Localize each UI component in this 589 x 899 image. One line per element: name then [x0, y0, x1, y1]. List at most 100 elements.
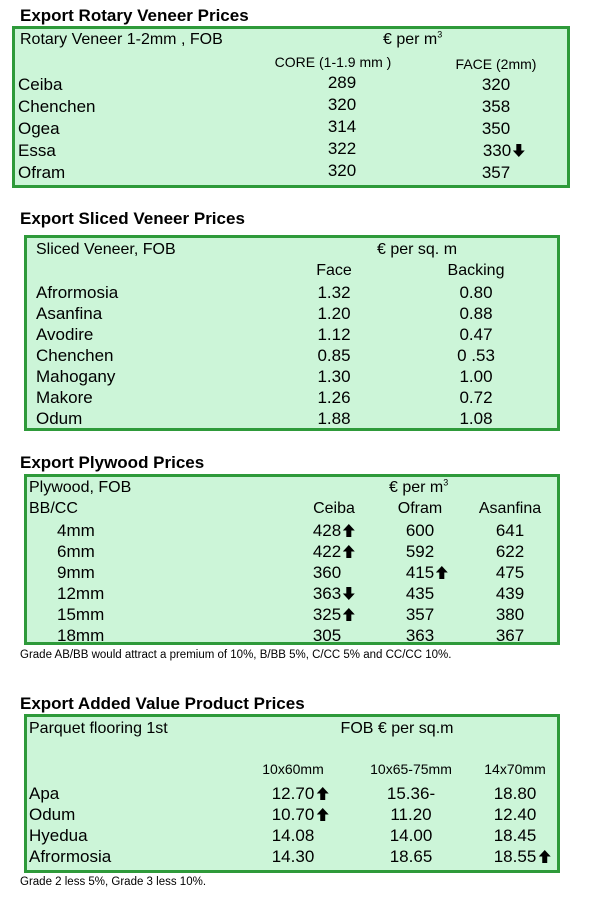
added-value-row-v2: 15.36- [386, 784, 436, 803]
sliced-row-face: 1.26 [317, 388, 351, 407]
rotary-row-name: Ofram [18, 163, 66, 182]
sliced-panel: Sliced Veneer, FOB € per sq. m Face Back… [24, 235, 560, 431]
added-value-row-v2: 11.20 [390, 805, 432, 824]
sliced-col-backing: Backing [447, 262, 505, 279]
plywood-row-ceiba: 325 [313, 605, 356, 625]
added-value-row-name: Apa [29, 784, 60, 803]
rotary-unit: € per m3 [383, 29, 443, 48]
plywood-row-asanfina: 439 [495, 584, 525, 603]
sliced-row-name: Odum [36, 409, 83, 428]
sliced-row-name: Mahogany [36, 367, 116, 386]
rotary-panel: Rotary Veneer 1-2mm , FOB € per m3 CORE … [12, 26, 570, 188]
plywood-row-size: 9mm [57, 563, 95, 582]
sliced-row-backing: 0.72 [459, 388, 493, 407]
added-value-title: Export Added Value Product Prices [20, 694, 305, 713]
sliced-row-backing: 1.00 [459, 367, 493, 386]
sliced-label: Sliced Veneer, FOB [36, 241, 176, 258]
added-value-row-name: Afrormosia [29, 847, 112, 866]
sliced-row-backing: 1.08 [459, 409, 493, 428]
added-value-panel: Parquet flooring 1st FOB € per sq.m 10x6… [24, 714, 560, 873]
sliced-row-backing: 0 .53 [457, 346, 495, 365]
sliced-row-face: 1.88 [317, 409, 351, 428]
plywood-title: Export Plywood Prices [20, 453, 205, 472]
added-value-row-v1: 14.08 [271, 826, 315, 845]
added-value-row-v3: 18.80 [493, 784, 537, 803]
added-value-row-v1: 14.30 [271, 847, 315, 866]
sliced-col-face: Face [316, 262, 352, 279]
sliced-row-backing: 0.88 [459, 304, 493, 323]
added-value-row-v2: 14.00 [389, 826, 433, 845]
added-value-label: Parquet flooring 1st [29, 720, 168, 737]
rotary-row-core: 320 [327, 161, 357, 180]
sliced-row-face: 1.30 [317, 367, 351, 386]
arrow-up-icon [343, 545, 356, 558]
plywood-row-ceiba: 360 [312, 563, 342, 582]
plywood-row-size: 6mm [57, 542, 95, 561]
rotary-row-name: Ogea [18, 119, 60, 138]
rotary-title: Export Rotary Veneer Prices [20, 6, 249, 25]
sliced-row-face: 1.20 [317, 304, 351, 323]
rotary-col-core: CORE (1-1.9 mm ) [274, 54, 392, 70]
added-value-row-v2: 18.65 [389, 847, 433, 866]
rotary-label: Rotary Veneer 1-2mm , FOB [20, 31, 223, 48]
rotary-row-name: Chenchen [18, 97, 96, 116]
sliced-row-name: Asanfina [36, 304, 103, 323]
plywood-row-ofram: 363 [405, 626, 435, 645]
rotary-row-name: Ceiba [18, 75, 63, 94]
plywood-row-size: 15mm [57, 605, 105, 624]
arrow-up-icon [316, 808, 329, 821]
rotary-row-face: 320 [481, 75, 511, 94]
arrow-up-icon [538, 850, 551, 863]
arrow-up-icon [343, 524, 356, 537]
rotary-row-core: 322 [327, 139, 357, 158]
plywood-grade: BB/CC [29, 500, 78, 517]
plywood-row-asanfina: 641 [495, 521, 525, 540]
sliced-row-face: 0.85 [317, 346, 351, 365]
plywood-row-ofram: 592 [405, 542, 435, 561]
plywood-row-asanfina: 367 [495, 626, 525, 645]
plywood-label: Plywood, FOB [29, 479, 132, 496]
rotary-row-face: 358 [481, 97, 511, 116]
added-value-col-3: 14x70mm [484, 761, 546, 777]
plywood-panel: Plywood, FOB € per m3 BB/CC Ceiba Ofram … [24, 474, 560, 645]
plywood-row-asanfina: 475 [495, 563, 525, 582]
rotary-row-face: 350 [481, 119, 511, 138]
added-value-row-v1: 12.70 [272, 784, 329, 804]
plywood-row-ceiba: 422 [313, 542, 356, 562]
added-value-col-1: 10x60mm [262, 761, 324, 777]
plywood-row-ofram: 357 [405, 605, 435, 624]
plywood-row-size: 12mm [57, 584, 105, 603]
plywood-note: Grade AB/BB would attract a premium of 1… [20, 649, 452, 661]
rotary-row-core: 320 [327, 95, 357, 114]
added-value-col-2: 10x65-75mm [370, 761, 452, 777]
sliced-row-backing: 0.47 [459, 325, 493, 344]
plywood-unit: € per m3 [389, 477, 449, 496]
sliced-row-name: Avodire [36, 325, 94, 344]
sliced-unit: € per sq. m [376, 241, 458, 258]
added-value-row-name: Odum [29, 805, 76, 824]
rotary-row-core: 314 [327, 117, 357, 136]
sliced-row-face: 1.12 [317, 325, 351, 344]
added-value-note: Grade 2 less 5%, Grade 3 less 10%. [20, 876, 207, 888]
sliced-row-backing: 0.80 [459, 283, 493, 302]
arrow-down-icon [343, 587, 356, 600]
plywood-row-size: 18mm [57, 626, 105, 645]
rotary-row-face: 357 [481, 163, 511, 182]
added-value-row-name: Hyedua [29, 826, 88, 845]
plywood-row-ofram: 415 [406, 563, 449, 583]
added-value-unit: FOB € per sq.m [340, 720, 454, 737]
plywood-col-asanfina: Asanfina [478, 500, 542, 517]
plywood-row-asanfina: 622 [495, 542, 525, 561]
arrow-up-icon [343, 608, 356, 621]
rotary-row-core: 289 [327, 73, 357, 92]
plywood-row-asanfina: 380 [495, 605, 525, 624]
sliced-row-name: Afrormosia [36, 283, 119, 302]
sliced-row-name: Makore [36, 388, 93, 407]
added-value-row-v3: 18.45 [493, 826, 537, 845]
plywood-col-ofram: Ofram [397, 500, 443, 517]
plywood-row-size: 4mm [57, 521, 95, 540]
added-value-row-v3: 18.55 [494, 847, 551, 867]
sliced-title: Export Sliced Veneer Prices [20, 209, 245, 228]
plywood-row-ofram: 600 [405, 521, 435, 540]
rotary-row-name: Essa [18, 141, 56, 160]
